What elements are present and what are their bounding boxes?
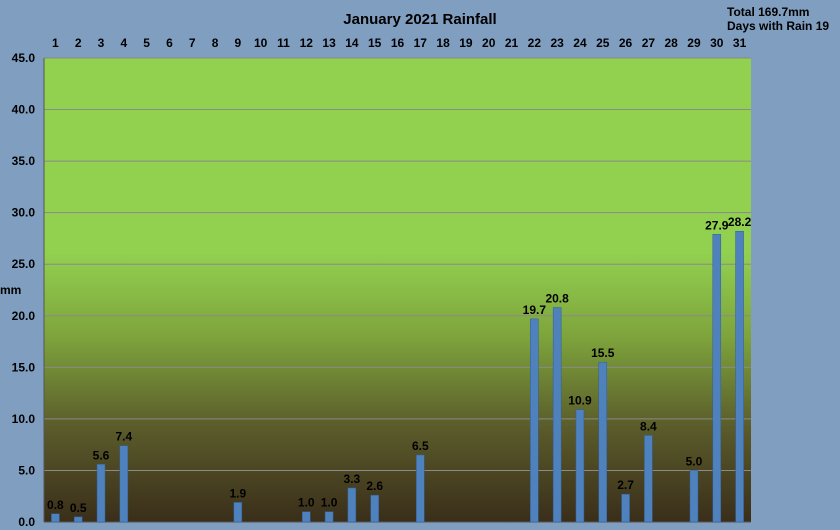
data-label: 0.5 — [70, 501, 87, 515]
y-tick-label: 40.0 — [12, 103, 36, 117]
bar — [51, 513, 60, 523]
x-tick-label: 1 — [52, 36, 59, 50]
data-label: 2.6 — [366, 479, 383, 493]
data-label: 1.9 — [230, 486, 247, 500]
plot-area — [44, 58, 751, 522]
data-label: 10.9 — [568, 394, 592, 408]
bar — [712, 234, 722, 523]
x-tick-label: 5 — [143, 36, 150, 50]
bar — [233, 502, 243, 523]
days-with-rain-text: Days with Rain 19 — [727, 19, 830, 33]
y-tick-label: 35.0 — [12, 154, 36, 168]
x-tick-label: 22 — [528, 36, 542, 50]
bar — [119, 445, 129, 523]
x-tick-label: 21 — [505, 36, 519, 50]
x-tick-label: 20 — [482, 36, 496, 50]
y-tick-label: 0.0 — [18, 515, 35, 529]
data-label: 1.0 — [298, 496, 315, 510]
x-tick-label: 23 — [550, 36, 564, 50]
data-label: 15.5 — [591, 346, 615, 360]
data-label: 27.9 — [705, 218, 729, 232]
bar — [96, 464, 106, 523]
data-label: 0.8 — [47, 498, 64, 512]
x-tick-label: 9 — [235, 36, 242, 50]
bar — [416, 454, 425, 523]
data-label: 7.4 — [115, 430, 132, 444]
data-label: 20.8 — [545, 292, 569, 306]
data-label: 5.6 — [93, 448, 110, 462]
x-tick-label: 31 — [733, 36, 747, 50]
x-tick-label: 29 — [687, 36, 701, 50]
x-tick-label: 2 — [75, 36, 82, 50]
x-tick-label: 3 — [98, 36, 105, 50]
data-label: 5.0 — [686, 454, 703, 468]
data-label: 8.4 — [640, 419, 657, 433]
bar — [621, 493, 630, 523]
bar — [73, 516, 83, 523]
bar — [530, 318, 539, 523]
x-tick-label: 7 — [189, 36, 196, 50]
y-tick-label: 5.0 — [18, 463, 35, 477]
y-tick-label: 10.0 — [12, 412, 36, 426]
bar — [302, 511, 311, 523]
x-tick-label: 30 — [710, 36, 724, 50]
y-tick-label: 45.0 — [12, 51, 36, 65]
chart-title: January 2021 Rainfall — [343, 11, 497, 28]
data-label: 6.5 — [412, 439, 429, 453]
bar — [689, 470, 699, 523]
x-tick-label: 27 — [642, 36, 656, 50]
data-label: 1.0 — [321, 496, 338, 510]
x-tick-label: 14 — [345, 36, 359, 50]
x-tick-label: 13 — [322, 36, 336, 50]
x-tick-label: 15 — [368, 36, 382, 50]
data-label: 3.3 — [344, 472, 361, 486]
x-tick-label: 4 — [120, 36, 127, 50]
data-label: 28.2 — [728, 215, 752, 229]
bar — [347, 487, 357, 523]
total-rainfall-text: Total 169.7mm — [727, 5, 810, 19]
bar — [575, 409, 585, 523]
x-tick-label: 10 — [254, 36, 268, 50]
x-tick-label: 6 — [166, 36, 173, 50]
x-tick-label: 28 — [664, 36, 678, 50]
bar — [370, 494, 379, 523]
x-tick-label: 16 — [391, 36, 405, 50]
rain-summary: Total 169.7mm Days with Rain 19 — [727, 5, 829, 33]
bar — [735, 230, 744, 523]
x-tick-label: 11 — [277, 36, 290, 50]
y-tick-label: 15.0 — [12, 360, 36, 374]
x-tick-label: 26 — [619, 36, 633, 50]
x-tick-label: 17 — [414, 36, 428, 50]
x-tick-label: 12 — [300, 36, 314, 50]
bar — [598, 361, 608, 523]
y-axis-label: mm — [0, 283, 22, 297]
bar — [552, 307, 562, 523]
bar — [644, 435, 653, 523]
x-tick-label: 18 — [436, 36, 450, 50]
y-tick-label: 30.0 — [12, 206, 36, 220]
bar — [324, 511, 334, 523]
data-label: 2.7 — [617, 478, 634, 492]
x-tick-label: 25 — [596, 36, 610, 50]
data-label: 19.7 — [523, 303, 547, 317]
x-tick-label: 8 — [212, 36, 219, 50]
y-tick-label: 25.0 — [12, 257, 36, 271]
y-tick-label: 20.0 — [12, 309, 36, 323]
x-tick-label: 24 — [573, 36, 587, 50]
x-tick-label: 19 — [459, 36, 473, 50]
